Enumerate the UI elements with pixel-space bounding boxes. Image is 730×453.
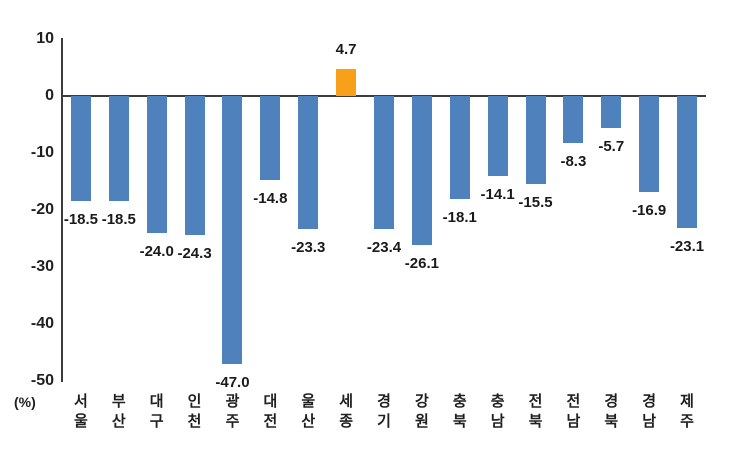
bar-value-label: -23.3 bbox=[291, 238, 326, 256]
bar-value-label: -26.1 bbox=[404, 254, 439, 272]
bar-value-label: -47.0 bbox=[215, 373, 250, 391]
x-category-label: 경 기 bbox=[377, 393, 391, 430]
bar-value-label: -8.3 bbox=[560, 153, 587, 171]
bar-value-label: -24.0 bbox=[139, 242, 174, 260]
bar bbox=[146, 96, 167, 233]
x-category-label: 인 천 bbox=[187, 393, 202, 430]
bar-value-label: -16.9 bbox=[632, 202, 667, 220]
bar bbox=[336, 69, 357, 96]
bar-value-label: -23.1 bbox=[669, 237, 705, 255]
bar-value-label: -18.5 bbox=[63, 211, 99, 229]
x-category-label: 제 주 bbox=[680, 393, 694, 430]
x-category-label: 부 산 bbox=[111, 393, 126, 430]
bar bbox=[260, 96, 281, 181]
x-category-label: 울 산 bbox=[301, 393, 316, 430]
bar bbox=[677, 96, 698, 228]
bar-value-label: -14.8 bbox=[253, 190, 288, 208]
y-tick-label: -40 bbox=[30, 315, 54, 332]
bar-value-label: -5.7 bbox=[598, 138, 625, 156]
bar-value-label: -24.3 bbox=[177, 244, 212, 262]
bar bbox=[108, 96, 129, 202]
y-tick-label: 0 bbox=[45, 87, 54, 104]
bar-value-label: -18.5 bbox=[101, 211, 136, 229]
unit-label: (%) bbox=[14, 394, 36, 410]
x-category-label: 경 북 bbox=[604, 393, 619, 430]
y-tick-label: -10 bbox=[30, 144, 54, 161]
y-tick-label: 10 bbox=[36, 30, 54, 47]
bar bbox=[298, 96, 319, 229]
x-category-label: 경 남 bbox=[642, 393, 657, 430]
bar-value-label: -15.5 bbox=[518, 194, 553, 212]
bar-value-label: 4.7 bbox=[335, 41, 357, 59]
bar bbox=[184, 96, 205, 235]
y-tick-label: -30 bbox=[30, 258, 54, 275]
x-category-label: 충 북 bbox=[452, 393, 467, 430]
y-tick-label: -20 bbox=[30, 201, 54, 218]
bar bbox=[411, 96, 432, 245]
x-category-label: 세 종 bbox=[339, 393, 354, 430]
bar bbox=[563, 96, 584, 144]
x-category-label: 충 남 bbox=[490, 393, 505, 430]
bar bbox=[70, 96, 91, 202]
x-category-label: 광 주 bbox=[225, 393, 240, 430]
bar-value-label: -18.1 bbox=[442, 209, 477, 227]
bar bbox=[222, 96, 243, 364]
bar bbox=[601, 96, 622, 129]
x-category-label: 대 전 bbox=[263, 393, 278, 430]
x-category-label: 전 북 bbox=[528, 393, 543, 430]
y-tick-label: -50 bbox=[30, 372, 54, 389]
x-category-label: 서 울 bbox=[74, 393, 88, 430]
x-category-label: 전 남 bbox=[566, 393, 581, 430]
x-category-label: 대 구 bbox=[149, 393, 164, 430]
x-category-label: 강 원 bbox=[414, 393, 429, 430]
bar-value-label: -23.4 bbox=[366, 239, 402, 257]
bar bbox=[639, 96, 660, 193]
bar bbox=[525, 96, 546, 185]
bar bbox=[449, 96, 470, 200]
bar-value-label: -14.1 bbox=[480, 186, 515, 204]
bar bbox=[487, 96, 508, 177]
y-axis-line bbox=[61, 38, 63, 382]
bar bbox=[374, 96, 394, 230]
